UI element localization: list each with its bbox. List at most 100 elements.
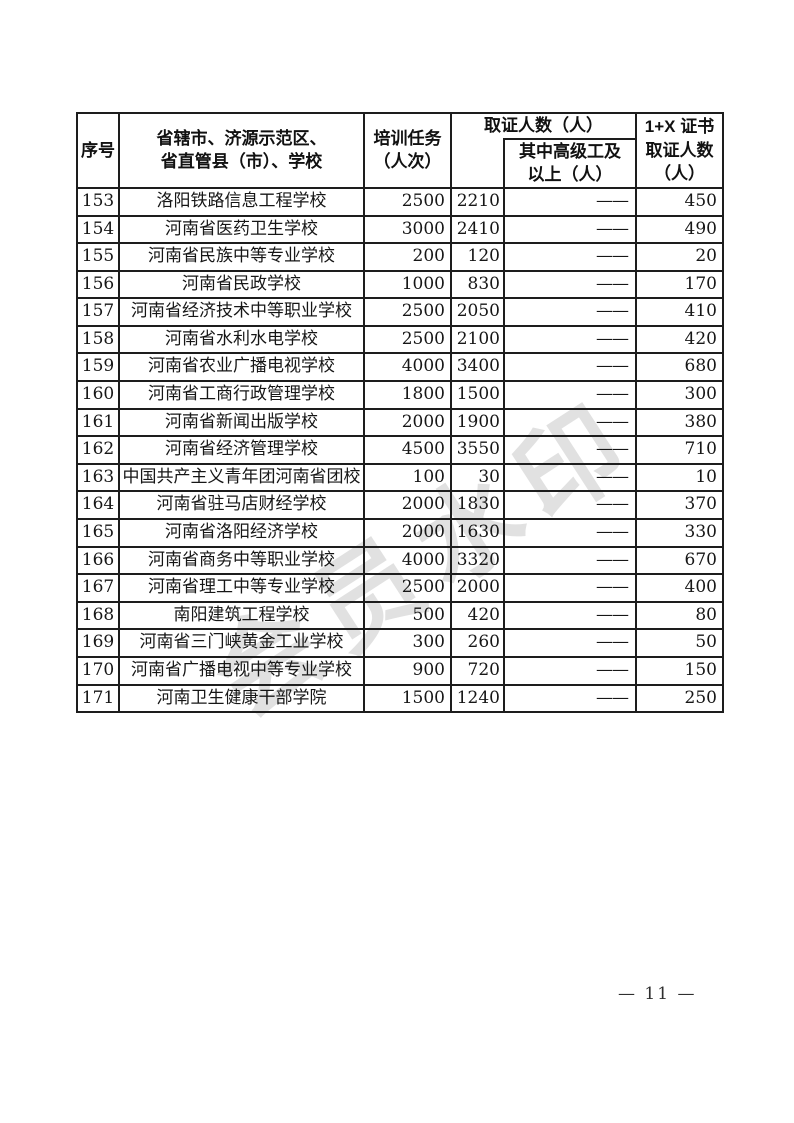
table-row: 153 洛阳铁路信息工程学校 2500 2210 —— 450 xyxy=(76,186,724,217)
cell-school-name: 河南省经济技术中等职业学校 xyxy=(118,297,365,327)
cell-cert-senior: —— xyxy=(503,380,637,410)
cell-cert-senior: —— xyxy=(503,545,637,576)
table-row: 166 河南省商务中等职业学校 4000 3320 —— 670 xyxy=(76,545,724,576)
cell-training-task: 300 xyxy=(363,628,452,658)
header-1x-cert-count: 1+X 证书 取证人数 （人） xyxy=(635,112,724,189)
cell-cert-total: 1500 xyxy=(450,380,505,410)
cell-cert-total: 2100 xyxy=(450,324,505,355)
cell-training-task: 2500 xyxy=(363,297,452,327)
cell-cert-total: 420 xyxy=(450,600,505,631)
header-row-2: 其中高级工及 以上（人） xyxy=(77,138,723,189)
cell-index: 163 xyxy=(76,462,120,493)
cell-1x-cert: 170 xyxy=(635,269,724,300)
cell-cert-senior: —— xyxy=(503,214,637,245)
cell-training-task: 4500 xyxy=(363,435,452,465)
cell-cert-senior: —— xyxy=(503,186,637,217)
cell-cert-total: 3400 xyxy=(450,352,505,383)
cell-cert-senior: —— xyxy=(503,573,637,603)
cell-school-name: 河南省医药卫生学校 xyxy=(118,214,365,245)
cell-school-name: 河南省民政学校 xyxy=(118,269,365,300)
cell-cert-senior: —— xyxy=(503,435,637,465)
cell-cert-senior: —— xyxy=(503,352,637,383)
cell-training-task: 1500 xyxy=(363,683,452,714)
cell-school-name: 河南省民族中等专业学校 xyxy=(118,242,365,272)
cell-cert-senior: —— xyxy=(503,490,637,521)
cell-training-task: 4000 xyxy=(363,545,452,576)
cell-training-task: 2000 xyxy=(363,490,452,521)
table-row: 167 河南省理工中等专业学校 2500 2000 —— 400 xyxy=(76,573,724,603)
cell-index: 166 xyxy=(76,545,120,576)
cell-cert-total: 2000 xyxy=(450,573,505,603)
table-row: 163 中国共产主义青年团河南省团校 100 30 —— 10 xyxy=(76,462,724,493)
table-row: 155 河南省民族中等专业学校 200 120 —— 20 xyxy=(76,242,724,272)
cell-cert-senior: —— xyxy=(503,324,637,355)
cell-training-task: 2000 xyxy=(363,407,452,438)
cell-cert-total: 1630 xyxy=(450,518,505,548)
cell-1x-cert: 490 xyxy=(635,214,724,245)
cell-1x-cert: 300 xyxy=(635,380,724,410)
table-row: 164 河南省驻马店财经学校 2000 1830 —— 370 xyxy=(76,490,724,521)
cell-cert-total: 3320 xyxy=(450,545,505,576)
cell-cert-senior: —— xyxy=(503,407,637,438)
cell-cert-total: 120 xyxy=(450,242,505,272)
table-row: 168 南阳建筑工程学校 500 420 —— 80 xyxy=(76,600,724,631)
cell-1x-cert: 10 xyxy=(635,462,724,493)
cell-1x-cert: 710 xyxy=(635,435,724,465)
cell-cert-total: 830 xyxy=(450,269,505,300)
cell-training-task: 1000 xyxy=(363,269,452,300)
cell-school-name: 河南省农业广播电视学校 xyxy=(118,352,365,383)
cell-index: 154 xyxy=(76,214,120,245)
cell-school-name: 河南省广播电视中等专业学校 xyxy=(118,656,365,686)
cell-cert-total: 1240 xyxy=(450,683,505,714)
header-row-1: 序号 省辖市、济源示范区、 省直管县（市）、学校 培训任务 （人次） 取证人数（… xyxy=(76,112,724,189)
cell-school-name: 洛阳铁路信息工程学校 xyxy=(118,186,365,217)
cell-index: 158 xyxy=(76,324,120,355)
cell-1x-cert: 250 xyxy=(635,683,724,714)
cell-cert-total: 1900 xyxy=(450,407,505,438)
cell-school-name: 南阳建筑工程学校 xyxy=(118,600,365,631)
cell-index: 156 xyxy=(76,269,120,300)
table-row: 157 河南省经济技术中等职业学校 2500 2050 —— 410 xyxy=(76,297,724,327)
header-school: 省辖市、济源示范区、 省直管县（市）、学校 xyxy=(118,112,365,189)
table-row: 165 河南省洛阳经济学校 2000 1630 —— 330 xyxy=(76,518,724,548)
cell-index: 159 xyxy=(76,352,120,383)
cell-cert-senior: —— xyxy=(503,269,637,300)
cell-cert-senior: —— xyxy=(503,297,637,327)
cell-cert-total: 720 xyxy=(450,656,505,686)
cell-cert-total: 3550 xyxy=(450,435,505,465)
cell-1x-cert: 670 xyxy=(635,545,724,576)
cell-cert-total: 1830 xyxy=(450,490,505,521)
cell-school-name: 河南省理工中等专业学校 xyxy=(118,573,365,603)
cell-training-task: 900 xyxy=(363,656,452,686)
cell-1x-cert: 410 xyxy=(635,297,724,327)
cell-school-name: 河南省驻马店财经学校 xyxy=(118,490,365,521)
cell-training-task: 200 xyxy=(363,242,452,272)
cell-training-task: 1800 xyxy=(363,380,452,410)
cell-index: 153 xyxy=(76,186,120,217)
header-index: 序号 xyxy=(76,112,120,189)
cell-1x-cert: 50 xyxy=(635,628,724,658)
cell-cert-total: 2050 xyxy=(450,297,505,327)
cell-1x-cert: 20 xyxy=(635,242,724,272)
cell-school-name: 河南省水利水电学校 xyxy=(118,324,365,355)
cell-training-task: 500 xyxy=(363,600,452,631)
cell-school-name: 河南省洛阳经济学校 xyxy=(118,518,365,548)
cell-cert-total: 260 xyxy=(450,628,505,658)
cell-index: 162 xyxy=(76,435,120,465)
cell-training-task: 4000 xyxy=(363,352,452,383)
cell-1x-cert: 680 xyxy=(635,352,724,383)
cell-cert-total: 30 xyxy=(450,462,505,493)
cell-index: 155 xyxy=(76,242,120,272)
cell-index: 165 xyxy=(76,518,120,548)
cell-index: 168 xyxy=(76,600,120,631)
cell-1x-cert: 80 xyxy=(635,600,724,631)
table-row: 161 河南省新闻出版学校 2000 1900 —— 380 xyxy=(76,407,724,438)
cell-school-name: 河南卫生健康干部学院 xyxy=(118,683,365,714)
header-cert-senior-worker: 其中高级工及 以上（人） xyxy=(503,138,637,189)
cell-training-task: 2000 xyxy=(363,518,452,548)
cell-cert-senior: —— xyxy=(503,600,637,631)
cell-index: 157 xyxy=(76,297,120,327)
header-training-task: 培训任务 （人次） xyxy=(363,112,452,189)
table-body: 153 洛阳铁路信息工程学校 2500 2210 —— 450 154 河南省医药卫生学校 30… xyxy=(76,186,724,714)
